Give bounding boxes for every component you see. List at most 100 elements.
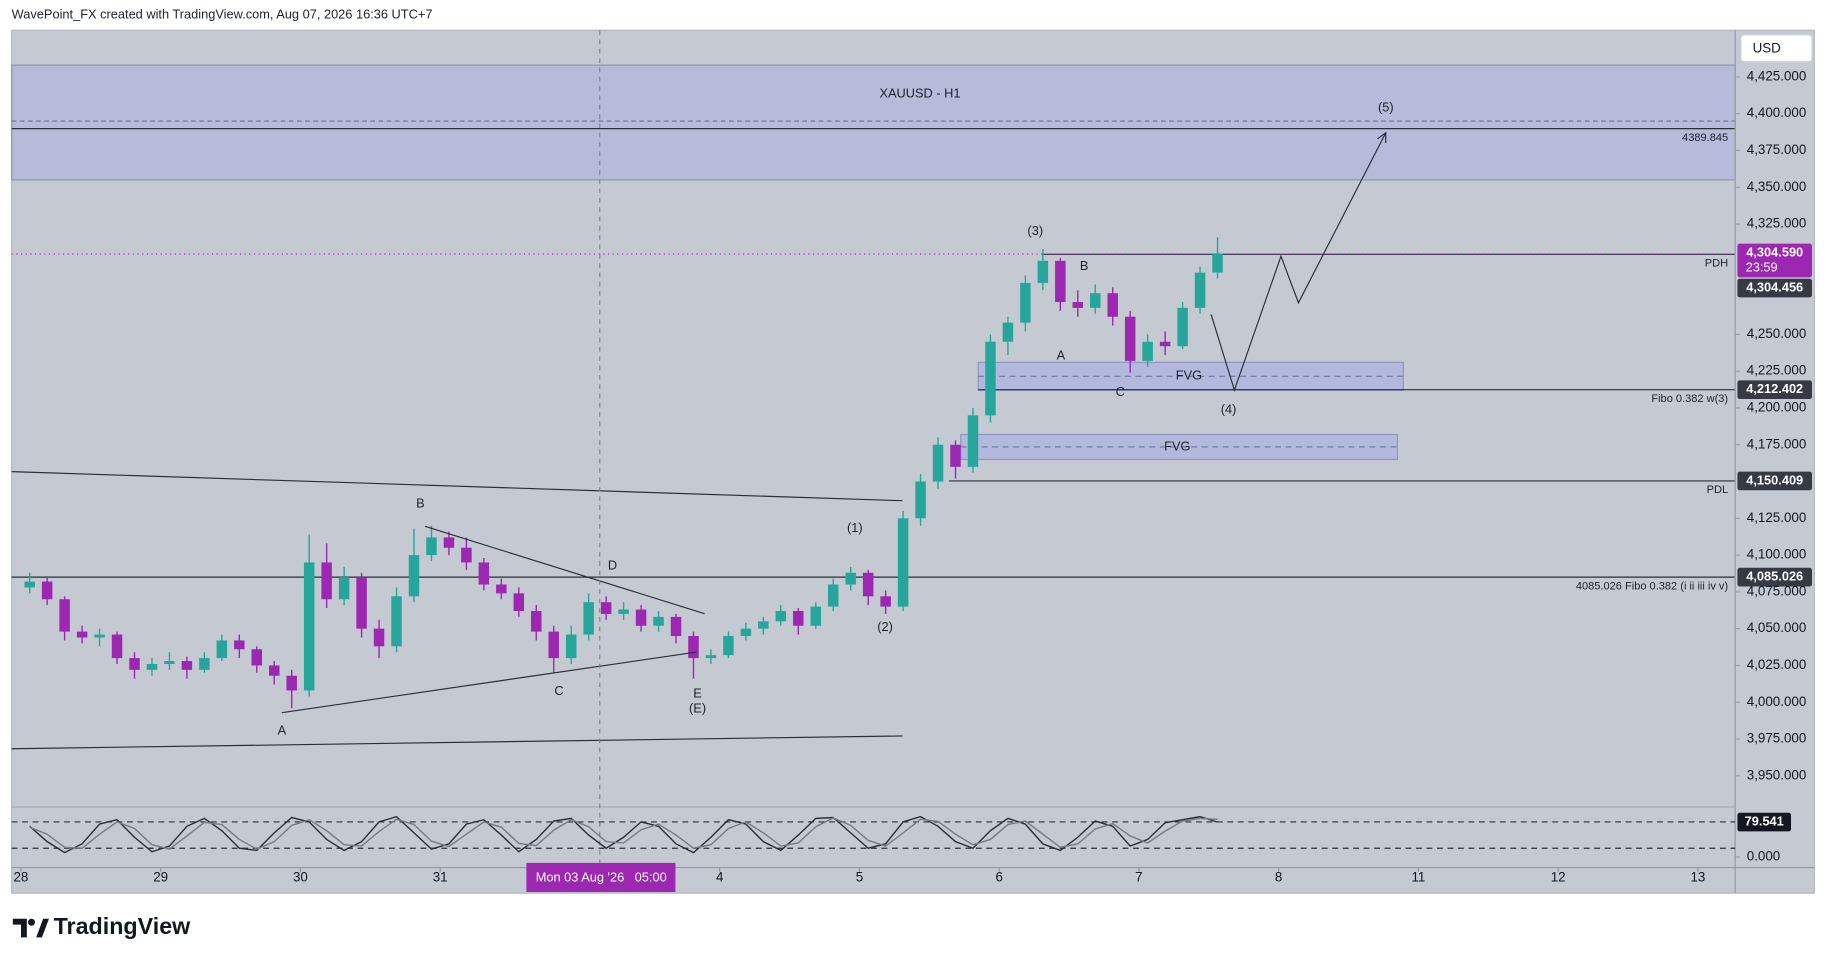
candle-body [286,675,297,691]
crosshair-label-box [526,862,676,892]
candle-body [199,658,210,670]
y-tick-label: 4,050.000 [1747,620,1807,635]
x-tick-label: 6 [995,870,1002,885]
candle-body [1002,322,1014,342]
x-tick-label: 29 [153,870,168,885]
candle-body [1072,302,1084,308]
candle-body [513,593,525,612]
candle-body [1212,254,1223,273]
candle-body [635,609,647,626]
candle-body [1142,341,1153,361]
candle-body [41,581,53,600]
candle-body [164,661,175,664]
y-tick-label: 4,000.000 [1747,694,1807,709]
candle-body [775,611,787,622]
wave-label: (E) [689,701,706,716]
candle-body [426,537,437,556]
trend-line [281,651,697,714]
candle-body [1124,316,1136,361]
candle-body [688,636,699,659]
candle-body [723,636,734,656]
y-tick-label: 4,175.000 [1747,436,1807,451]
candle-body [932,444,944,482]
x-tick-label: 8 [1275,870,1282,885]
x-tick-label: 30 [293,870,308,885]
candle-body [862,572,874,597]
candle-body [1090,293,1101,308]
candle-body [950,444,961,467]
crosshair-time: 05:00 [635,869,667,884]
osc-tag [1737,812,1792,832]
brand-logo [12,918,49,938]
candle-body [181,661,193,670]
projection-path [1210,133,1386,392]
y-tick-label: 3,975.000 [1747,731,1807,746]
y-tick-label: 4,225.000 [1747,363,1807,378]
price-pane: FVG FVG 4389.845 PDH Fibo 0.382 w(3) PDL 4085.… [11,64,1736,738]
y-tick-label: 4,350.000 [1747,179,1807,194]
candle-body [653,616,664,626]
candle-body [1159,341,1171,347]
x-tick-label: 13 [1690,870,1705,885]
osc-tick-label: 0.000 [1747,849,1780,864]
candle-body [531,611,542,632]
candle-body [793,611,804,626]
candle-body [827,584,839,607]
candle-body [1177,307,1188,347]
candle-body [251,649,263,666]
candle-body [303,562,315,691]
fvg-label: FVG [1164,438,1190,453]
crosshair-date: Mon 03 Aug '26 [536,869,625,884]
fvg-zone [960,433,1399,461]
candle-body [496,584,507,594]
candle-body [810,606,822,626]
wave-label: (3) [1027,223,1043,238]
x-tick-label: 12 [1551,870,1566,885]
x-tick-label: 28 [14,870,29,885]
y-tick-label: 4,375.000 [1747,142,1807,157]
candle-body [1194,272,1206,308]
x-tick-label: 7 [1135,870,1142,885]
candle-body [408,555,420,597]
wave-label: (5) [1378,100,1394,115]
price-tag-text: 4,085.026 [1746,569,1803,584]
currency-button[interactable] [1740,34,1813,63]
candle-body [845,572,856,585]
y-tick-label: 3,950.000 [1747,767,1807,782]
candle-body [478,562,490,585]
candle-body [111,634,123,659]
level-label: PDL [1707,484,1729,496]
candle-body [94,634,105,638]
wave-label: (2) [877,619,893,634]
candle-body [321,562,332,600]
candle-body [705,655,717,659]
symbol-title: XAUUSD - H1 [879,86,960,101]
candle-body [234,640,245,650]
candle-body [76,631,88,638]
candle-body [548,631,559,659]
trend-line [11,735,903,750]
candle-body [600,602,612,614]
candle-body [1107,293,1118,317]
last-price-tag [1737,243,1812,278]
trend-line [11,471,903,502]
wave-label: A [278,723,287,738]
candle-body [268,665,280,676]
candle-body [618,609,629,614]
price-tag [1737,567,1812,587]
x-tick-label: 11 [1411,870,1425,885]
candle-body [1037,260,1049,283]
candle-body [146,663,158,670]
currency[interactable]: USD [1753,40,1782,55]
y-tick-label: 4,125.000 [1747,510,1807,525]
candle-body [216,640,228,659]
candle-body [670,616,682,637]
wave-label: C [1116,384,1125,399]
candle-body [897,518,909,607]
level-label: 4085.026 Fibo 0.382 (i ii iii iv v) [1576,580,1728,592]
wave-label: C [554,683,563,698]
y-tick-label: 4,250.000 [1747,326,1807,341]
x-tick-label: 4 [716,870,724,885]
